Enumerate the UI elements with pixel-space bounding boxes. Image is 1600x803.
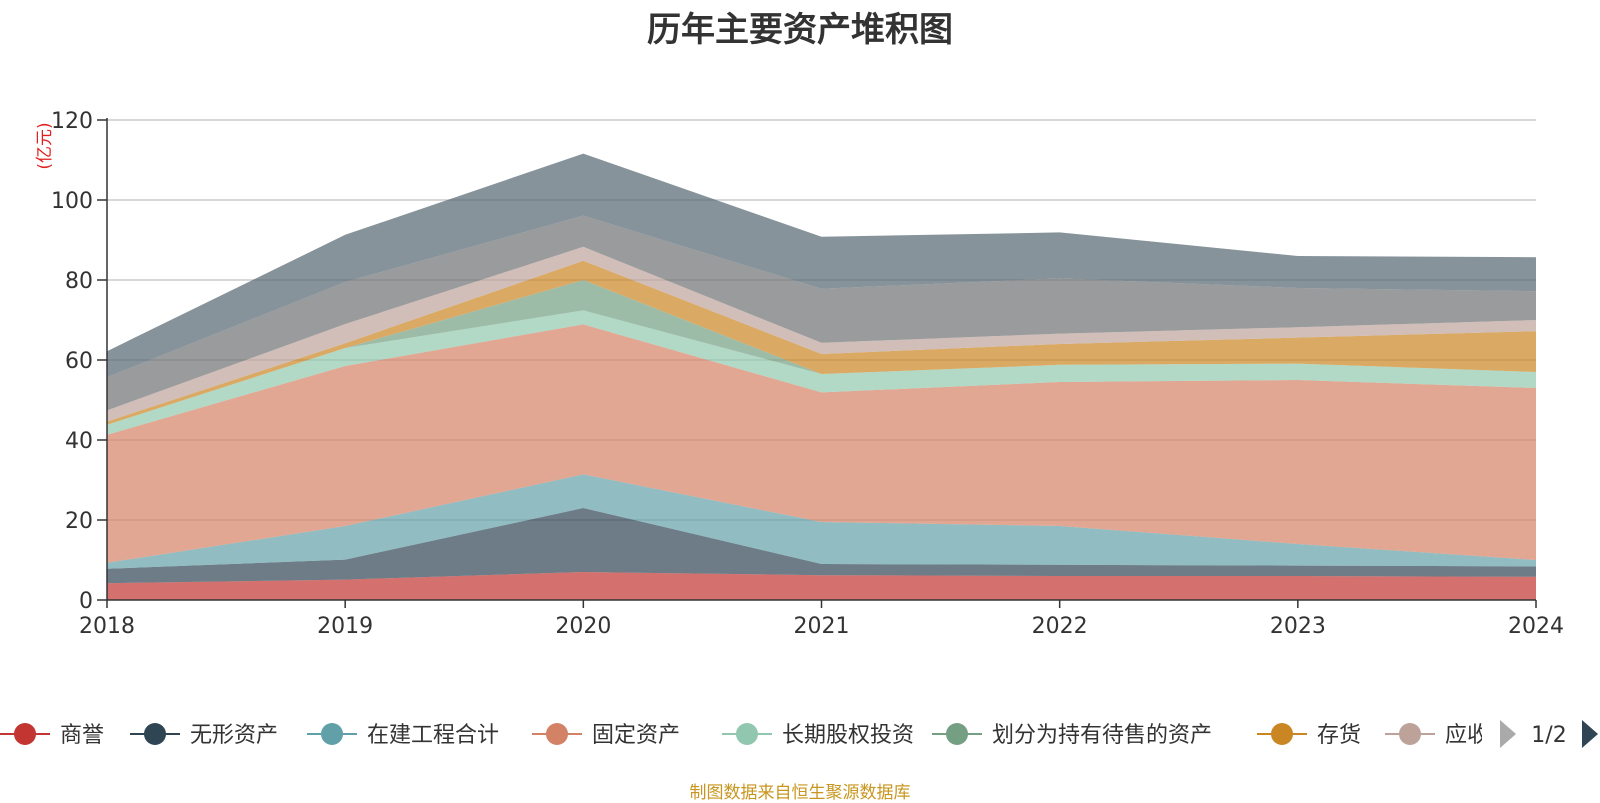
legend: 商誉 无形资产 在建工程合计 固定资产 长期股权投资 划分为持有待售的资产 存货 应收账款 <box>0 723 1533 748</box>
legend-marker <box>1271 723 1293 745</box>
legend-pager: 1/2 <box>1500 720 1598 748</box>
y-axis-unit-label: (亿元) <box>35 122 55 169</box>
area-series-7 <box>107 246 1536 422</box>
legend-label: 固定资产 <box>592 723 680 748</box>
area-series-9 <box>107 153 1536 378</box>
legend-label: 无形资产 <box>190 723 278 748</box>
legend-label: 存货 <box>1317 723 1361 748</box>
legend-label: 商誉 <box>60 723 104 748</box>
legend-label: 长期股权投资 <box>782 723 914 748</box>
area-series-2 <box>107 474 1536 569</box>
y-tick-label: 0 <box>79 589 93 614</box>
legend-label: 划分为持有待售的资产 <box>992 723 1212 748</box>
y-tick-label: 60 <box>65 349 93 374</box>
area-series <box>107 153 1536 600</box>
legend-prev-arrow-icon[interactable] <box>1500 720 1516 748</box>
legend-item[interactable]: 应收账款 <box>1385 723 1533 748</box>
legend-item[interactable]: 存货 <box>1257 723 1361 748</box>
legend-marker <box>1399 723 1421 745</box>
axes: 0 20 40 60 80 100 120 2018 2019 2020 2021 2022 2023 2… <box>51 109 1564 639</box>
chart-title: 历年主要资产堆积图 <box>647 10 953 50</box>
legend-item[interactable]: 在建工程合计 <box>307 723 499 748</box>
x-tick-label: 2019 <box>317 614 373 639</box>
area-series-4 <box>107 310 1536 435</box>
y-tick-label: 40 <box>65 429 93 454</box>
legend-marker <box>736 723 758 745</box>
x-tick-label: 2023 <box>1270 614 1326 639</box>
legend-marker <box>546 723 568 745</box>
legend-marker <box>946 723 968 745</box>
legend-marker <box>321 723 343 745</box>
area-series-5 <box>107 280 1536 425</box>
x-tick-label: 2022 <box>1032 614 1088 639</box>
legend-item[interactable]: 长期股权投资 <box>722 723 914 748</box>
area-series-6 <box>107 260 1536 425</box>
area-series-1 <box>107 508 1536 584</box>
legend-item[interactable]: 划分为持有待售的资产 <box>932 723 1212 748</box>
x-tick-label: 2024 <box>1508 614 1564 639</box>
x-tick-label: 2021 <box>794 614 850 639</box>
y-tick-label: 100 <box>51 189 93 214</box>
legend-label: 应收账款 <box>1445 723 1533 748</box>
legend-label: 在建工程合计 <box>367 723 499 748</box>
legend-marker <box>14 723 36 745</box>
legend-item[interactable]: 固定资产 <box>532 723 680 748</box>
y-tick-label: 80 <box>65 269 93 294</box>
y-tick-label: 20 <box>65 509 93 534</box>
legend-item[interactable]: 无形资产 <box>130 723 278 748</box>
legend-item[interactable]: 商誉 <box>0 723 104 748</box>
x-tick-label: 2018 <box>79 614 135 639</box>
area-series-8 <box>107 215 1536 411</box>
y-tick-label: 120 <box>51 109 93 134</box>
legend-marker <box>144 723 166 745</box>
area-series-3 <box>107 324 1536 563</box>
x-tick-label: 2020 <box>555 614 611 639</box>
area-series-0 <box>107 572 1536 600</box>
source-note: 制图数据来自恒生聚源数据库 <box>689 783 911 803</box>
legend-page-indicator: 1/2 <box>1531 723 1566 748</box>
legend-next-arrow-icon[interactable] <box>1582 720 1598 748</box>
